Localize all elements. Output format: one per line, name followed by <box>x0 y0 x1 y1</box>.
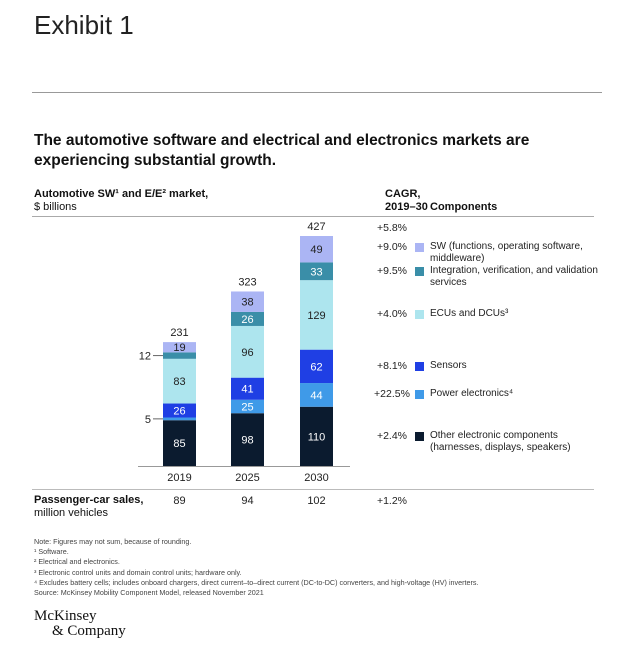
sales-label: Passenger-car sales, million vehicles <box>34 494 143 520</box>
bar-value-label: 41 <box>241 384 253 396</box>
bar-segment <box>300 280 333 350</box>
bar-value-label: 129 <box>307 310 325 322</box>
x-tick-label: 2019 <box>167 472 191 484</box>
bar-segment <box>231 291 264 312</box>
sales-cagr: +1.2% <box>376 495 408 507</box>
bar-segment <box>300 262 333 281</box>
bar-value-label: 96 <box>241 347 253 359</box>
bar-total-label: 427 <box>307 221 325 233</box>
legend-item: Sensors <box>430 360 467 371</box>
bar-value-label: 25 <box>241 401 253 413</box>
bar-segment <box>231 399 264 414</box>
series-cagr: +22.5% <box>374 388 410 400</box>
sales-unit: million vehicles <box>34 507 108 519</box>
bar-value-label: 85 <box>173 438 185 450</box>
footnote-note: Note: Figures may not sum, because of ro… <box>34 537 192 546</box>
sales-value: 94 <box>241 495 254 507</box>
legend-swatch <box>415 432 424 441</box>
bar-total-label: 231 <box>170 327 188 339</box>
bar-segment <box>300 383 333 407</box>
y-axis-unit: $ billions <box>34 201 77 213</box>
total-cagr: +5.8% <box>376 222 408 234</box>
footnotes: Note: Figures may not sum, because of ro… <box>34 537 479 598</box>
mckinsey-logo: McKinsey & Company <box>34 609 126 639</box>
legend-swatch <box>415 390 424 399</box>
bar-value-label: 26 <box>241 314 253 326</box>
bar-segment <box>300 406 333 466</box>
y-axis-title: Automotive SW¹ and E/E² market, $ billio… <box>34 188 208 214</box>
bar-segment <box>231 413 264 466</box>
bar-value-label: 38 <box>241 297 253 309</box>
series-cagr: +8.1% <box>376 360 408 372</box>
bar-value-label: 44 <box>310 390 322 402</box>
bar-value-label: 49 <box>310 244 322 256</box>
legend-item: Other electronic components (harnesses, … <box>430 430 571 453</box>
footnote-1: ¹ Software. <box>34 547 69 557</box>
series-cagr: +4.0% <box>376 308 408 320</box>
legend-item: ECUs and DCUs³ <box>430 308 509 319</box>
cagr-header-line2: 2019–30 <box>385 201 428 213</box>
logo-line1: McKinsey <box>34 608 97 624</box>
legend-item: SW (functions, operating software, middl… <box>430 241 583 264</box>
footnote-2: ² Electrical and electronics. <box>34 557 120 567</box>
bar-segment <box>300 349 333 384</box>
sales-value: 89 <box>173 495 186 507</box>
sales-label-main: Passenger-car sales, <box>34 494 144 506</box>
top-divider <box>32 92 602 93</box>
bar-value-label: 19 <box>173 342 185 354</box>
cagr-header: CAGR, 2019–30 <box>385 188 428 214</box>
bar-segment <box>163 403 196 418</box>
bar-value-label: 12 <box>139 351 151 363</box>
y-axis-title-main: Automotive SW¹ and E/E² market, <box>34 188 209 200</box>
sales-value: 102 <box>307 495 326 507</box>
legend-item: Power electronics⁴ <box>430 388 514 399</box>
bar-value-label: 62 <box>310 361 322 373</box>
series-cagr: +2.4% <box>376 430 408 442</box>
bar-total-label: 323 <box>238 276 256 288</box>
cagr-header-line1: CAGR, <box>385 188 421 200</box>
legend-title: Components <box>430 201 498 213</box>
bar-segment <box>163 358 196 404</box>
footnote-4: ⁴ Excludes battery cells; includes onboa… <box>34 577 479 587</box>
bar-segment <box>231 311 264 326</box>
legend-item: Integration, verification, and validatio… <box>430 265 598 288</box>
bar-segment <box>163 352 196 359</box>
bar-value-label: 5 <box>145 414 151 426</box>
series-cagr: +9.0% <box>376 241 408 253</box>
header-divider <box>32 216 594 217</box>
bar-value-label: 83 <box>173 376 185 388</box>
bar-value-label: 110 <box>308 431 326 443</box>
chart-title: The automotive software and electrical a… <box>34 132 530 169</box>
bar-segment <box>163 417 196 421</box>
legend-swatch <box>415 243 424 252</box>
x-tick-label: 2030 <box>304 472 328 484</box>
logo-line2: & Company <box>52 623 126 639</box>
bar-segment <box>300 236 333 263</box>
legend-swatch <box>415 310 424 319</box>
footnote-source: Source: McKinsey Mobility Component Mode… <box>34 588 264 598</box>
bar-segment <box>231 377 264 400</box>
x-tick-label: 2025 <box>235 472 259 484</box>
legend-swatch <box>415 267 424 276</box>
bar-segment <box>163 420 196 466</box>
series-cagr: +9.5% <box>376 265 408 277</box>
sales-divider <box>32 489 594 490</box>
bar-value-label: 98 <box>241 435 253 447</box>
legend-swatch <box>415 362 424 371</box>
bar-value-label: 33 <box>310 266 322 278</box>
bar-value-label: 26 <box>173 406 185 418</box>
footnote-3: ³ Electronic control units and domain co… <box>34 567 242 577</box>
bar-segment <box>163 342 196 353</box>
bar-segment <box>231 325 264 378</box>
exhibit-label: Exhibit 1 <box>34 10 134 40</box>
